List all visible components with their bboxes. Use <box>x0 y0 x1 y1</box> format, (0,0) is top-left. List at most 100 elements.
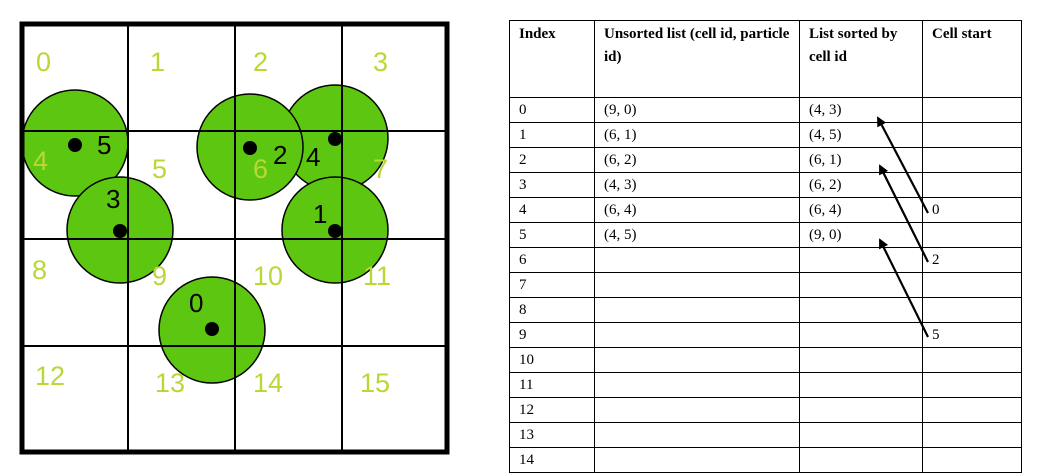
cell-index: 10 <box>509 347 595 373</box>
particle-label: 2 <box>273 140 287 170</box>
cell-label: 5 <box>152 154 167 184</box>
table-row: 2 (6, 2) (6, 1) <box>509 147 1022 173</box>
particle-labels: 0 1 2 3 4 5 <box>97 130 327 318</box>
cell-start-value <box>922 372 1022 398</box>
cell-unsorted <box>594 397 800 423</box>
cell-start-value <box>922 122 1022 148</box>
cell-sorted: (4, 3) <box>799 97 923 123</box>
cell-start-value: 0 <box>922 197 1022 223</box>
cell-unsorted <box>594 272 800 298</box>
table-row: 11 <box>509 372 1022 398</box>
cell-label: 12 <box>35 361 65 391</box>
cell-sorted: (4, 5) <box>799 122 923 148</box>
cell-sorted <box>799 247 923 273</box>
cell-sorted <box>799 322 923 348</box>
cell-sorted <box>799 422 923 448</box>
cell-sorted: (6, 1) <box>799 147 923 173</box>
sort-table-container: Index Unsorted list (cell id, particle i… <box>509 20 1022 473</box>
cell-label: 3 <box>373 47 388 77</box>
table-row: 14 <box>509 447 1022 473</box>
cell-index: 3 <box>509 172 595 198</box>
cell-start-value <box>922 172 1022 198</box>
particle-grid-diagram: 0 1 2 3 4 5 6 7 8 9 10 11 12 13 14 15 0 … <box>19 21 450 455</box>
cell-start-value: 5 <box>922 322 1022 348</box>
particle-center-3 <box>113 224 127 238</box>
cell-start-value <box>922 422 1022 448</box>
cell-index: 5 <box>509 222 595 248</box>
cell-index: 7 <box>509 272 595 298</box>
cell-label: 14 <box>253 368 283 398</box>
cell-unsorted: (4, 3) <box>594 172 800 198</box>
cell-start-value: 2 <box>922 247 1022 273</box>
cell-label: 9 <box>152 261 167 291</box>
cell-index: 0 <box>509 97 595 123</box>
cell-unsorted <box>594 347 800 373</box>
table-row: 4 (6, 4) (6, 4) 0 <box>509 197 1022 223</box>
particle-center-1 <box>328 224 342 238</box>
particle-label: 4 <box>306 142 320 172</box>
particle-label: 0 <box>189 288 203 318</box>
particle-label: 5 <box>97 130 111 160</box>
table-row: 12 <box>509 397 1022 423</box>
particle-center-2 <box>243 141 257 155</box>
cell-sorted <box>799 347 923 373</box>
cell-label: 13 <box>155 368 185 398</box>
particle-center-5 <box>68 138 82 152</box>
cell-unsorted: (4, 5) <box>594 222 800 248</box>
cell-unsorted: (9, 0) <box>594 97 800 123</box>
cell-unsorted <box>594 422 800 448</box>
cell-sorted: (9, 0) <box>799 222 923 248</box>
table-row: 7 <box>509 272 1022 298</box>
cell-unsorted <box>594 247 800 273</box>
cell-label: 8 <box>32 255 47 285</box>
table-row: 13 <box>509 422 1022 448</box>
cell-sorted <box>799 297 923 323</box>
header-unsorted: Unsorted list (cell id, particle id) <box>594 20 800 98</box>
cell-label: 10 <box>253 261 283 291</box>
table-row: 10 <box>509 347 1022 373</box>
table-body: 0 (9, 0) (4, 3) 1 (6, 1) (4, 5) 2 (6, 2) (6, 1) 3… <box>509 97 1022 473</box>
cell-start-value <box>922 347 1022 373</box>
cell-start-value <box>922 397 1022 423</box>
cell-start-value <box>922 297 1022 323</box>
cell-start-value <box>922 97 1022 123</box>
cell-sorted <box>799 272 923 298</box>
cell-index: 8 <box>509 297 595 323</box>
cell-index: 11 <box>509 372 595 398</box>
cell-label: 7 <box>373 154 388 184</box>
cell-label: 2 <box>253 47 268 77</box>
table-row: 1 (6, 1) (4, 5) <box>509 122 1022 148</box>
cell-label: 0 <box>36 47 51 77</box>
cell-label: 15 <box>360 368 390 398</box>
table-row: 8 <box>509 297 1022 323</box>
cell-unsorted <box>594 322 800 348</box>
cell-unsorted <box>594 297 800 323</box>
cell-index: 2 <box>509 147 595 173</box>
header-index: Index <box>509 20 595 98</box>
cell-unsorted <box>594 372 800 398</box>
cell-sorted: (6, 2) <box>799 172 923 198</box>
table-row: 3 (4, 3) (6, 2) <box>509 172 1022 198</box>
header-sorted: List sorted by cell id <box>799 20 923 98</box>
cell-labels: 0 1 2 3 4 5 6 7 8 9 10 11 12 13 14 15 <box>32 47 391 398</box>
cell-start-value <box>922 222 1022 248</box>
cell-start-value <box>922 447 1022 473</box>
cell-index: 13 <box>509 422 595 448</box>
cell-index: 9 <box>509 322 595 348</box>
table-row: 0 (9, 0) (4, 3) <box>509 97 1022 123</box>
cell-index: 14 <box>509 447 595 473</box>
cell-label: 11 <box>363 261 391 291</box>
particle-center-4 <box>328 132 342 146</box>
cell-unsorted: (6, 1) <box>594 122 800 148</box>
particle-centers <box>68 132 342 336</box>
cell-sorted: (6, 4) <box>799 197 923 223</box>
cell-start-value <box>922 147 1022 173</box>
cell-index: 6 <box>509 247 595 273</box>
particle-label: 3 <box>106 184 120 214</box>
header-cell-start: Cell start <box>922 20 1022 98</box>
particle-label: 1 <box>313 199 327 229</box>
cell-label: 4 <box>33 146 48 176</box>
cell-label: 6 <box>253 154 268 184</box>
